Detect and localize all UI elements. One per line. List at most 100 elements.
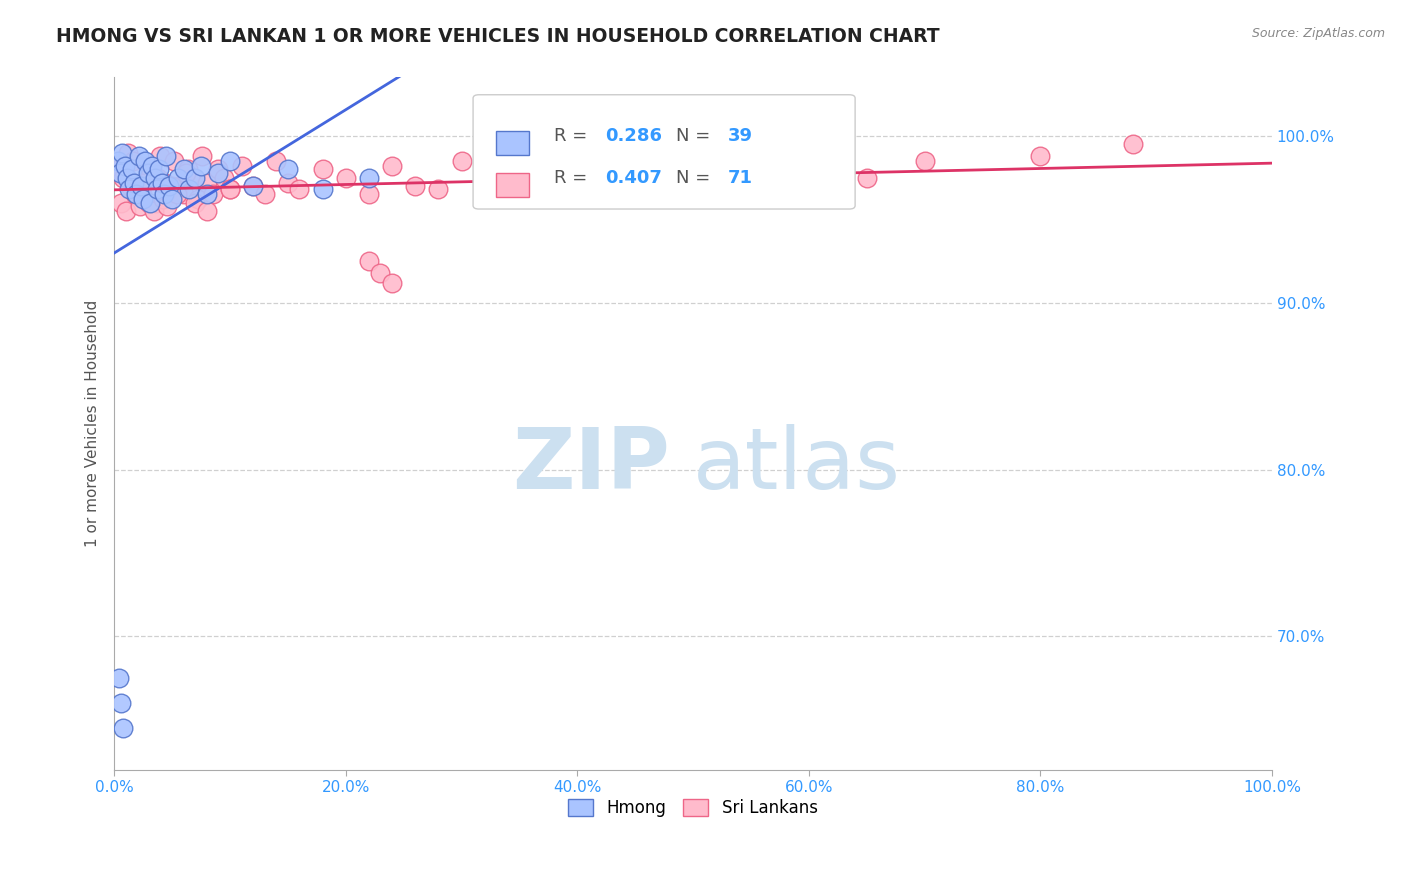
Point — [112, 170, 135, 185]
Point — [201, 187, 224, 202]
Point — [589, 182, 612, 196]
Point — [740, 170, 762, 185]
Point — [404, 178, 426, 193]
Point — [138, 195, 160, 210]
Text: N =: N = — [676, 128, 716, 145]
Text: atlas: atlas — [693, 424, 901, 507]
Point — [253, 187, 276, 202]
Point — [166, 187, 188, 202]
Point — [797, 162, 820, 177]
Point — [131, 187, 153, 202]
Point — [128, 149, 150, 163]
Text: ZIP: ZIP — [512, 424, 669, 507]
Text: HMONG VS SRI LANKAN 1 OR MORE VEHICLES IN HOUSEHOLD CORRELATION CHART: HMONG VS SRI LANKAN 1 OR MORE VEHICLES I… — [56, 27, 939, 45]
Point — [107, 153, 129, 168]
Text: 71: 71 — [728, 169, 752, 186]
Point — [132, 192, 155, 206]
Text: N =: N = — [676, 169, 716, 186]
Point — [357, 170, 380, 185]
Point — [115, 170, 138, 185]
Point — [143, 170, 166, 185]
Text: 0.407: 0.407 — [605, 169, 662, 186]
Point — [167, 178, 190, 193]
Point — [173, 187, 195, 202]
Point — [624, 159, 647, 173]
Text: R =: R = — [554, 128, 593, 145]
Point — [311, 182, 333, 196]
Point — [148, 170, 170, 185]
Point — [141, 159, 163, 173]
Point — [190, 159, 212, 173]
Point — [187, 192, 209, 206]
Point — [242, 178, 264, 193]
Point — [117, 145, 139, 160]
Point — [124, 187, 146, 202]
Point — [1029, 149, 1052, 163]
Point — [277, 162, 299, 177]
Point — [207, 162, 229, 177]
Point — [658, 178, 681, 193]
Point — [207, 165, 229, 179]
Point — [184, 170, 207, 185]
Point — [159, 182, 181, 196]
Point — [121, 153, 143, 168]
Point — [110, 195, 132, 210]
Point — [682, 149, 704, 163]
Point — [112, 721, 135, 735]
Point — [184, 195, 207, 210]
Point — [357, 187, 380, 202]
Point — [163, 153, 186, 168]
Point — [277, 176, 299, 190]
Point — [157, 178, 180, 193]
Point — [167, 170, 190, 185]
Point — [129, 178, 152, 193]
Legend: Hmong, Sri Lankans: Hmong, Sri Lankans — [562, 792, 824, 824]
Point — [150, 176, 173, 190]
Point — [127, 178, 149, 193]
Point — [149, 149, 172, 163]
Point — [141, 165, 163, 179]
Point — [567, 170, 589, 185]
Point — [508, 187, 530, 202]
Point — [311, 162, 333, 177]
Point — [160, 192, 183, 206]
Point — [108, 165, 131, 179]
Point — [370, 266, 392, 280]
Point — [195, 203, 218, 218]
Point — [146, 182, 169, 196]
Point — [142, 203, 165, 218]
Point — [121, 162, 143, 177]
Point — [153, 187, 176, 202]
Point — [135, 159, 157, 173]
Point — [110, 696, 132, 710]
FancyBboxPatch shape — [496, 173, 529, 197]
Point — [1122, 137, 1144, 152]
Point — [155, 149, 177, 163]
Point — [128, 199, 150, 213]
Point — [195, 176, 218, 190]
Y-axis label: 1 or more Vehicles in Household: 1 or more Vehicles in Household — [86, 300, 100, 548]
Point — [134, 153, 156, 168]
Point — [212, 170, 235, 185]
Point — [381, 159, 404, 173]
Text: Source: ZipAtlas.com: Source: ZipAtlas.com — [1251, 27, 1385, 40]
FancyBboxPatch shape — [472, 95, 855, 209]
Text: R =: R = — [554, 169, 593, 186]
Point — [156, 199, 179, 213]
Point — [108, 162, 131, 177]
Point — [335, 170, 357, 185]
Point — [855, 170, 877, 185]
Point — [474, 176, 496, 190]
Point — [139, 195, 162, 210]
Text: 0.286: 0.286 — [605, 128, 662, 145]
Point — [134, 176, 156, 190]
FancyBboxPatch shape — [496, 131, 529, 155]
Point — [231, 159, 253, 173]
Point — [191, 149, 214, 163]
Point — [177, 162, 200, 177]
Point — [136, 165, 159, 179]
Point — [179, 182, 201, 196]
Text: 39: 39 — [728, 128, 752, 145]
Point — [219, 153, 242, 168]
Point — [118, 182, 141, 196]
